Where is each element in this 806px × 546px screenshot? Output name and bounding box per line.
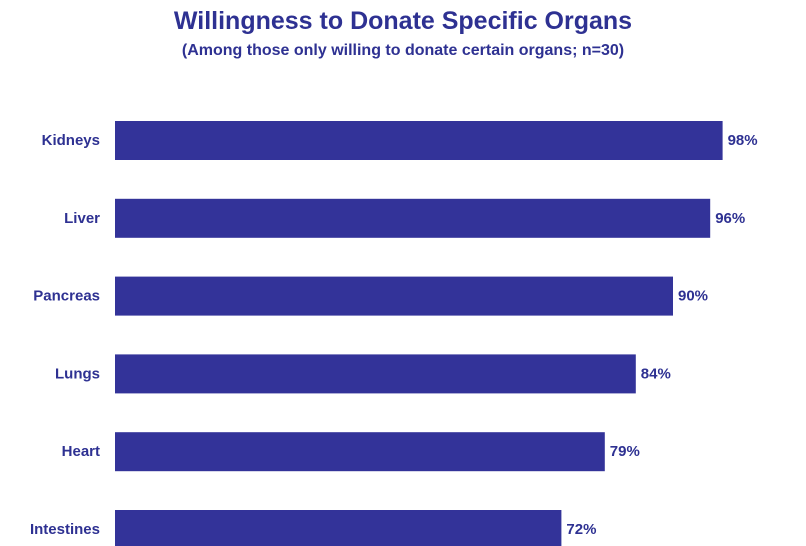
category-label-lungs: Lungs	[55, 365, 100, 382]
value-label-kidneys: 98%	[728, 132, 758, 149]
category-label-kidneys: Kidneys	[42, 132, 100, 149]
category-label-liver: Liver	[64, 210, 100, 227]
value-label-lungs: 84%	[641, 365, 671, 382]
bar-heart	[115, 432, 605, 472]
category-label-intestines: Intestines	[30, 521, 100, 538]
chart-subtitle: (Among those only willing to donate cert…	[181, 42, 625, 59]
bar-lungs	[115, 354, 636, 394]
value-label-heart: 79%	[610, 443, 640, 460]
value-label-intestines: 72%	[566, 521, 596, 538]
bar-liver	[115, 198, 711, 238]
value-label-pancreas: 90%	[678, 288, 708, 305]
bar-pancreas	[115, 276, 673, 316]
chart-title: Willingness to Donate Specific Organs	[173, 7, 633, 35]
bar-intestines	[115, 510, 562, 546]
bar-kidneys	[115, 121, 723, 160]
category-label-heart: Heart	[62, 443, 100, 460]
value-label-liver: 96%	[715, 210, 745, 227]
category-label-pancreas: Pancreas	[33, 288, 100, 305]
